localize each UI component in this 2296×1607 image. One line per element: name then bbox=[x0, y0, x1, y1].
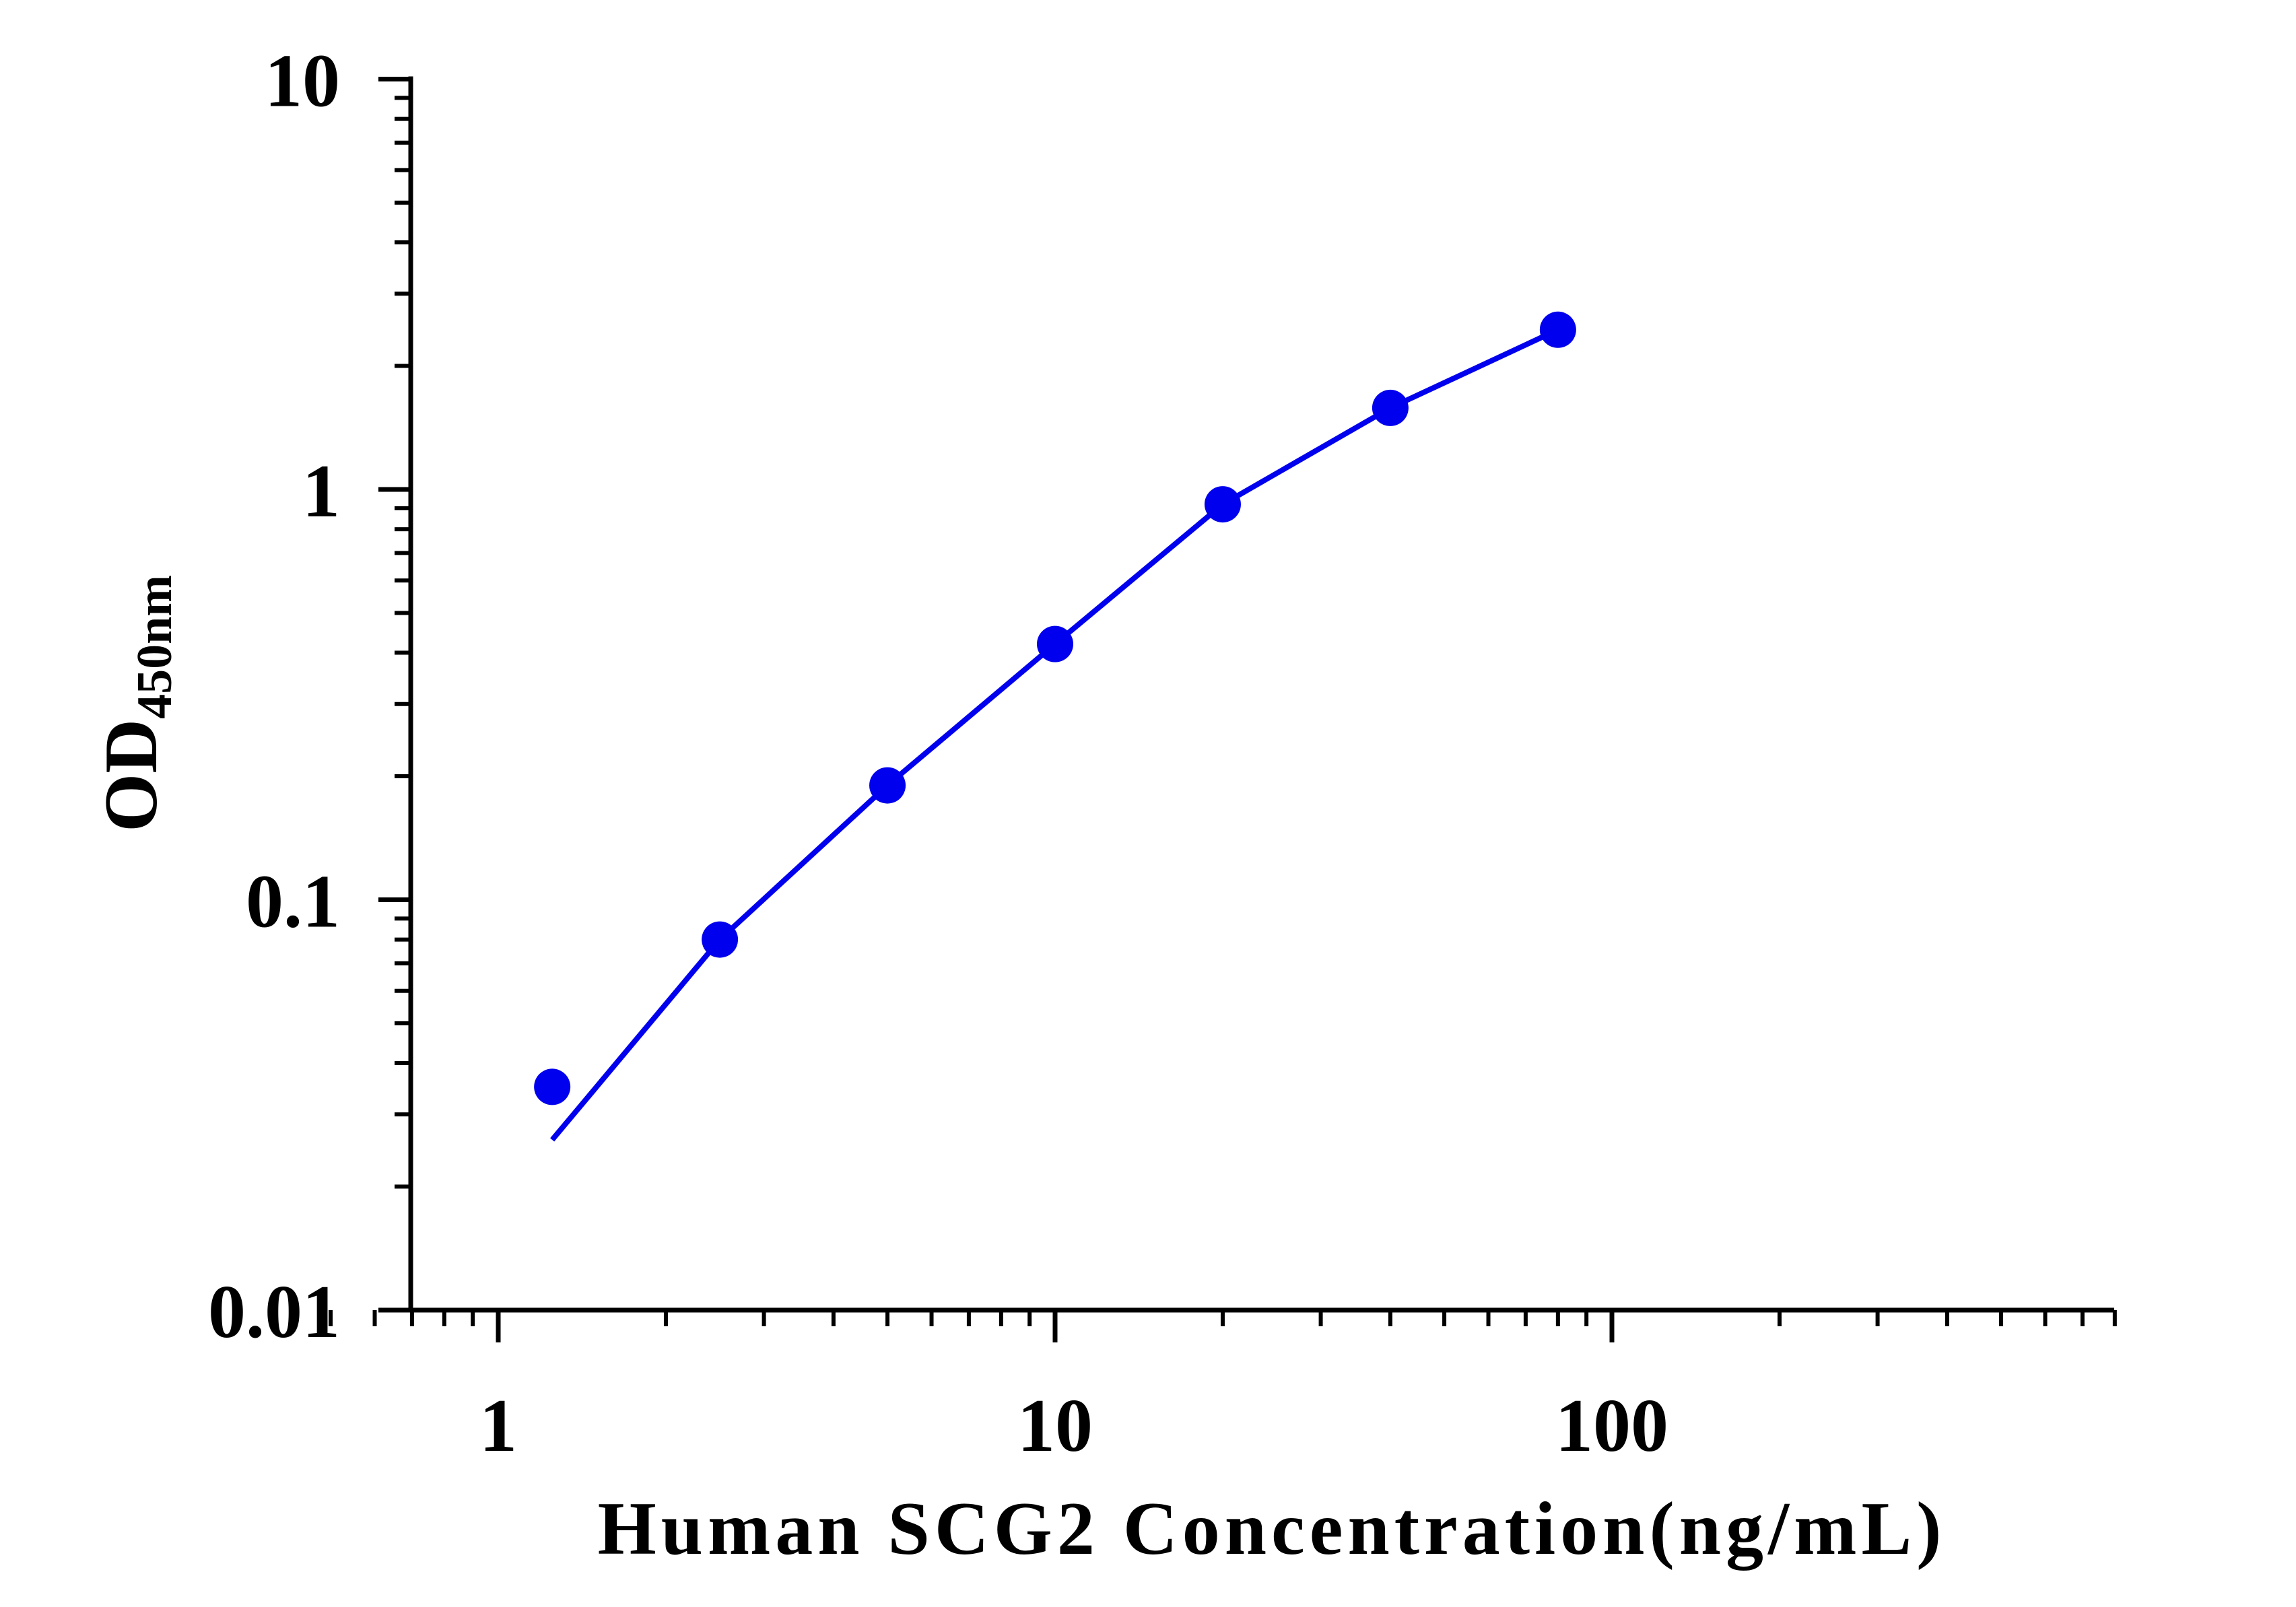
data-point bbox=[1539, 311, 1576, 348]
data-point bbox=[1037, 625, 1073, 662]
x-axis-title: Human SCG2 Concentration(ng/mL) bbox=[598, 1487, 1947, 1571]
fit-curve-line bbox=[550, 327, 1559, 1142]
plot-series bbox=[534, 311, 1576, 1142]
x-tick-label: 10 bbox=[1017, 1384, 1093, 1468]
data-point bbox=[702, 921, 739, 958]
y-axis-title: OD450nm bbox=[90, 575, 182, 832]
data-point bbox=[1204, 486, 1241, 523]
axis-ticks bbox=[329, 77, 2117, 1342]
data-point bbox=[534, 1068, 571, 1105]
y-tick-label: 10 bbox=[265, 40, 340, 123]
data-point bbox=[869, 767, 906, 804]
tick-labels: 0.01 0.1 1 10 1 10 100 bbox=[208, 40, 1668, 1468]
y-tick-label: 0.1 bbox=[246, 860, 340, 944]
x-tick-label: 100 bbox=[1555, 1384, 1668, 1468]
y-tick-label: 1 bbox=[302, 450, 340, 533]
y-tick-label: 0.01 bbox=[208, 1270, 340, 1354]
data-point bbox=[1372, 389, 1409, 426]
x-tick-label: 1 bbox=[479, 1384, 517, 1468]
axes bbox=[408, 76, 2114, 1313]
y-axis-title-main: OD bbox=[90, 719, 173, 832]
y-axis-title-subscript: 450nm bbox=[127, 575, 182, 719]
